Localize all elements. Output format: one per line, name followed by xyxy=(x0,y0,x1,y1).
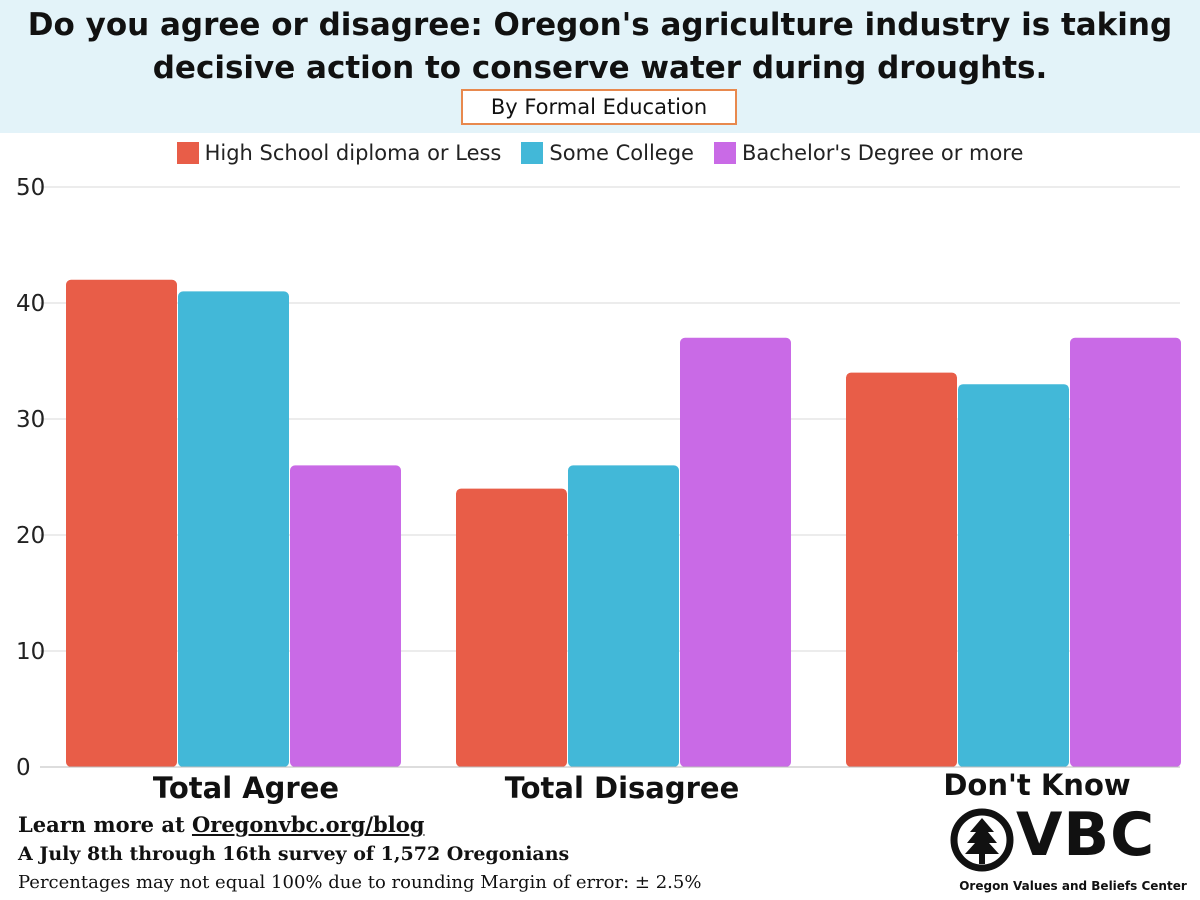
logo-wordmark: VBC xyxy=(1016,800,1156,870)
legend-label-high-school: High School diploma or Less xyxy=(204,141,502,165)
legend-item-high-school: High School diploma or Less xyxy=(176,141,502,165)
y-tick-label-40: 40 xyxy=(16,291,45,317)
y-tick-label-10: 10 xyxy=(16,639,45,665)
legend-swatch-high-school xyxy=(176,142,199,164)
y-tick-label-20: 20 xyxy=(16,523,45,549)
y-tick-label-50: 50 xyxy=(16,175,45,201)
legend-swatch-some-college xyxy=(521,142,544,164)
blog-link[interactable]: Oregonvbc.org/blog xyxy=(191,812,425,837)
bar-don-t-know-3 xyxy=(1070,337,1181,767)
chart-subtitle: By Formal Education xyxy=(461,89,737,125)
rounding-note: Percentages may not equal 100% due to ro… xyxy=(18,872,702,893)
y-tick-label-30: 30 xyxy=(16,407,45,433)
legend-swatch-bachelors xyxy=(713,142,736,164)
title-line-1: Do you agree or disagree: Oregon's agric… xyxy=(27,7,1173,43)
bar-total-disagree-1 xyxy=(456,488,567,767)
learn-more-text: Learn more at Oregonvbc.org/blog xyxy=(18,812,424,837)
legend-item-bachelors: Bachelor's Degree or more xyxy=(713,141,1024,165)
bar-total-agree-3 xyxy=(290,465,401,767)
learn-more-prefix: Learn more at xyxy=(18,812,192,837)
legend: High School diploma or Less Some College… xyxy=(0,138,1200,168)
title-line-2: decisive action to conserve water during… xyxy=(152,50,1048,86)
bar-chart: 0 10 20 30 40 50 Total Agree Total Disagree Don'… xyxy=(16,175,1181,805)
bar-total-disagree-2 xyxy=(568,465,679,767)
bar-total-agree-2 xyxy=(178,291,289,767)
bar-total-agree-1 xyxy=(66,279,177,767)
x-tick-label-total-agree: Total Agree xyxy=(153,771,339,805)
legend-label-some-college: Some College xyxy=(549,141,694,165)
y-tick-label-0: 0 xyxy=(16,755,31,781)
bar-don-t-know-1 xyxy=(846,372,957,767)
bar-don-t-know-2 xyxy=(958,384,1069,767)
legend-item-some-college: Some College xyxy=(521,141,694,165)
survey-note: A July 8th through 16th survey of 1,572 … xyxy=(18,843,570,865)
chart-title: Do you agree or disagree: Oregon's agric… xyxy=(0,4,1200,90)
x-tick-label-total-disagree: Total Disagree xyxy=(505,771,740,805)
x-tick-label-don-t-know: Don't Know xyxy=(943,768,1130,802)
logo-caption: Oregon Values and Beliefs Center xyxy=(959,879,1187,893)
header-banner: Do you agree or disagree: Oregon's agric… xyxy=(0,0,1200,133)
bar-total-disagree-3 xyxy=(680,337,791,767)
ovbc-logo: VBC Oregon Values and Beliefs Center xyxy=(948,800,1200,900)
legend-label-bachelors: Bachelor's Degree or more xyxy=(741,141,1024,165)
tree-circle-icon xyxy=(950,808,1014,872)
